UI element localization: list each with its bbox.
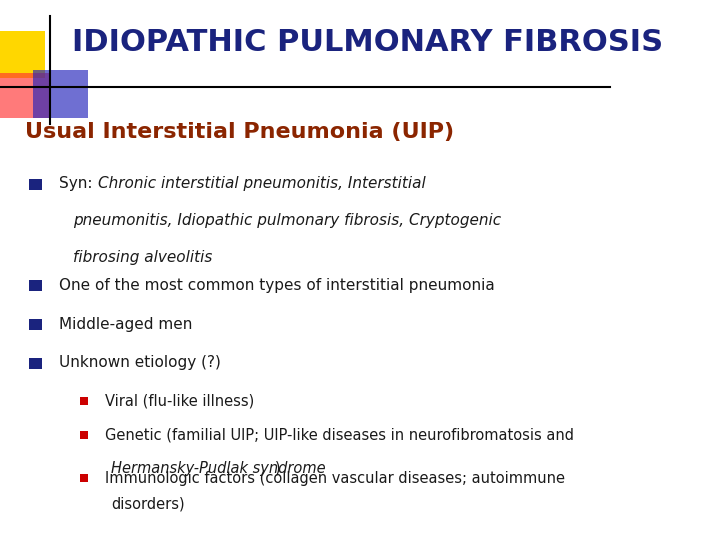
Text: One of the most common types of interstitial pneumonia: One of the most common types of intersti… <box>59 278 495 293</box>
Text: Hermansky-Pudlak syndrome: Hermansky-Pudlak syndrome <box>111 461 325 476</box>
Bar <box>33 70 88 118</box>
Text: Middle-aged men: Middle-aged men <box>59 316 192 332</box>
Bar <box>0 31 45 78</box>
Text: Immunologic factors (collagen vascular diseases; autoimmune: Immunologic factors (collagen vascular d… <box>104 471 564 486</box>
Bar <box>30 280 42 291</box>
Text: Genetic (familial UIP; UIP-like diseases in neurofibromatosis and: Genetic (familial UIP; UIP-like diseases… <box>104 427 574 442</box>
Text: Chronic interstitial pneumonitis, Interstitial: Chronic interstitial pneumonitis, Inters… <box>98 176 426 191</box>
Bar <box>30 319 42 330</box>
Bar <box>30 179 42 190</box>
Text: Usual Interstitial Pneumonia (UIP): Usual Interstitial Pneumonia (UIP) <box>25 122 454 143</box>
Text: fibrosing alveolitis: fibrosing alveolitis <box>73 249 212 265</box>
Bar <box>0 73 51 118</box>
Bar <box>80 431 89 439</box>
Text: Syn:: Syn: <box>59 176 97 191</box>
Text: Viral (flu-like illness): Viral (flu-like illness) <box>104 393 254 408</box>
Bar <box>30 358 42 369</box>
Bar <box>80 397 89 405</box>
Text: Unknown etiology (?): Unknown etiology (?) <box>59 355 221 370</box>
Text: disorders): disorders) <box>111 497 184 512</box>
Text: IDIOPATHIC PULMONARY FIBROSIS: IDIOPATHIC PULMONARY FIBROSIS <box>71 28 662 57</box>
Bar <box>80 474 89 482</box>
Text: pneumonitis, Idiopathic pulmonary fibrosis, Cryptogenic: pneumonitis, Idiopathic pulmonary fibros… <box>73 213 501 228</box>
Text: ): ) <box>275 461 281 476</box>
